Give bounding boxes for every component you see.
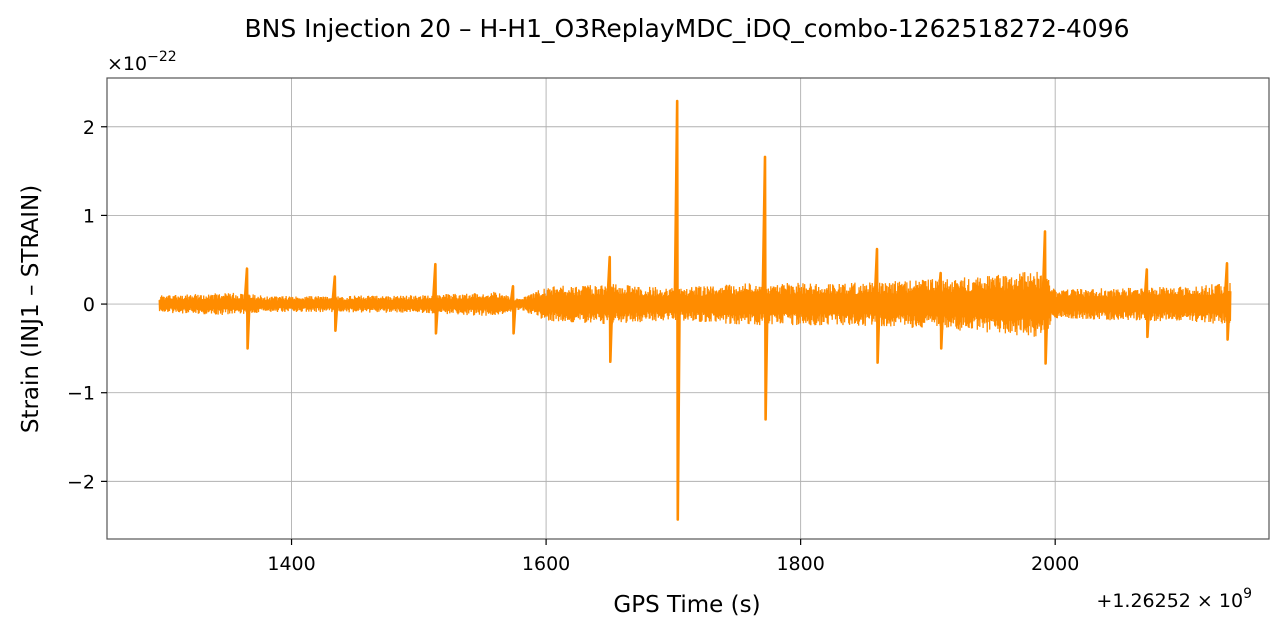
y-scale-label: ×10−22 (107, 49, 177, 75)
y-tick-label: −2 (67, 471, 95, 493)
y-tick-label: 2 (83, 117, 95, 139)
glitch-spike (761, 155, 769, 421)
x-offset-exponent: 9 (1243, 586, 1252, 602)
glitch-spike (243, 267, 251, 350)
x-offset-base: +1.26252 × 10 (1096, 590, 1243, 612)
y-tick-label: 1 (83, 205, 95, 227)
y-scale-base: ×10 (107, 53, 147, 75)
glitch-spike (936, 271, 945, 350)
x-tick-label: 1400 (267, 553, 315, 575)
x-tick-label: 2000 (1031, 553, 1079, 575)
y-scale-exponent: −22 (147, 49, 177, 65)
glitch-spike (673, 99, 681, 521)
strain-noise-trace (158, 271, 1232, 337)
plot-frame (106, 77, 1270, 540)
y-axis-label: Strain (INJ1 – STRAIN) (18, 185, 44, 433)
glitch-spike (431, 262, 440, 335)
y-tick-label: −1 (67, 383, 95, 405)
x-tick-label: 1800 (776, 553, 824, 575)
x-tick-label: 1600 (522, 553, 570, 575)
glitch-spike (509, 285, 517, 335)
glitch-spike (331, 275, 339, 332)
glitch-spike (1223, 261, 1231, 341)
glitch-spike (1143, 268, 1151, 339)
tick-layer: 1400 1600 1800 2000 2 1 0 −1 −2 (67, 117, 1079, 575)
y-tick-label: 0 (83, 294, 95, 316)
x-axis-label: GPS Time (s) (613, 592, 760, 618)
glitch-spike (873, 247, 881, 364)
series-layer (158, 99, 1232, 521)
x-offset-label: +1.26252 × 109 (1096, 586, 1252, 612)
glitch-spike (1041, 230, 1049, 365)
chart-title: BNS Injection 20 – H-H1_O3ReplayMDC_iDQ_… (244, 14, 1129, 43)
glitch-spike (606, 255, 614, 363)
